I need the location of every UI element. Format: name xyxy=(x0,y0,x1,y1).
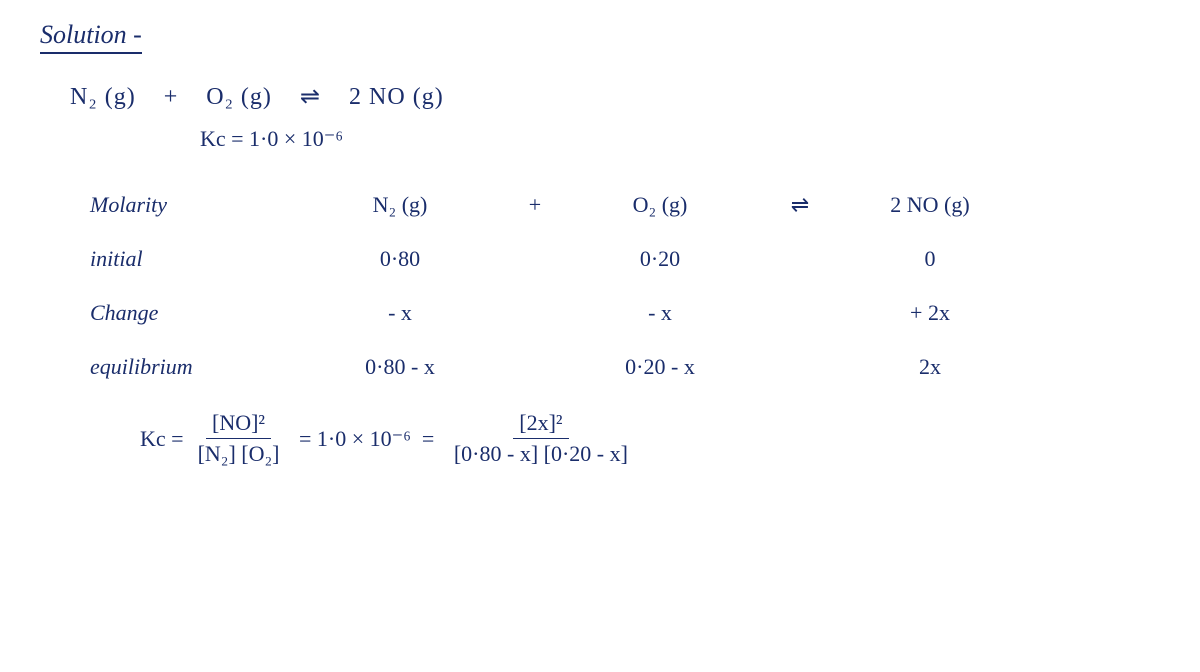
kc-fraction-1: [NO]² [N₂] [O₂] xyxy=(192,410,286,467)
eq-n2: N₂ (g) xyxy=(70,84,136,110)
ice-equilibrium-row: equilibrium 0·80 - x 0·20 - x 2x xyxy=(90,354,1160,380)
kc-frac2-num: [2x]² xyxy=(513,410,568,439)
header-no: 2 NO (g) xyxy=(840,192,1020,218)
molarity-label: Molarity xyxy=(90,192,290,218)
eq-o2: O₂ (g) xyxy=(206,84,272,110)
kc-eq2: = xyxy=(422,426,434,452)
initial-label: initial xyxy=(90,246,290,272)
kc-frac1-num: [NO]² xyxy=(206,410,271,439)
kc-frac2-den: [0·80 - x] [0·20 - x] xyxy=(448,439,634,467)
equilibrium-label: equilibrium xyxy=(90,354,290,380)
initial-o2: 0·20 xyxy=(560,246,760,272)
kc-frac1-den: [N₂] [O₂] xyxy=(192,439,286,467)
header-arrow-icon: ⇌ xyxy=(760,192,840,218)
change-n2: - x xyxy=(290,300,510,326)
ice-header-row: Molarity N₂ (g) + O₂ (g) ⇌ 2 NO (g) xyxy=(90,192,1160,218)
change-label: Change xyxy=(90,300,290,326)
equilibrium-no: 2x xyxy=(840,354,1020,380)
kc-eq1: = 1·0 × 10⁻⁶ xyxy=(299,426,411,452)
equilibrium-arrow-icon: ⇌ xyxy=(300,82,321,111)
eq-plus: + xyxy=(164,84,179,110)
header-n2: N₂ (g) xyxy=(290,192,510,218)
kc-fraction-2: [2x]² [0·80 - x] [0·20 - x] xyxy=(448,410,634,467)
ice-table: Molarity N₂ (g) + O₂ (g) ⇌ 2 NO (g) init… xyxy=(90,192,1160,380)
eq-no: 2 NO (g) xyxy=(349,84,444,110)
equilibrium-n2: 0·80 - x xyxy=(290,354,510,380)
equilibrium-o2: 0·20 - x xyxy=(560,354,760,380)
initial-no: 0 xyxy=(840,246,1020,272)
solution-title: Solution - xyxy=(40,20,142,54)
ice-change-row: Change - x - x + 2x xyxy=(90,300,1160,326)
header-o2: O₂ (g) xyxy=(560,192,760,218)
kc-expression: Kc = [NO]² [N₂] [O₂] = 1·0 × 10⁻⁶ = [2x]… xyxy=(140,410,1160,467)
kc-value: Kc = 1·0 × 10⁻⁶ xyxy=(200,126,1160,152)
kc-prefix: Kc = xyxy=(140,426,184,452)
change-o2: - x xyxy=(560,300,760,326)
ice-initial-row: initial 0·80 0·20 0 xyxy=(90,246,1160,272)
change-no: + 2x xyxy=(840,300,1020,326)
header-plus: + xyxy=(510,192,560,218)
initial-n2: 0·80 xyxy=(290,246,510,272)
main-equation: N₂ (g) + O₂ (g) ⇌ 2 NO (g) xyxy=(70,82,1160,111)
